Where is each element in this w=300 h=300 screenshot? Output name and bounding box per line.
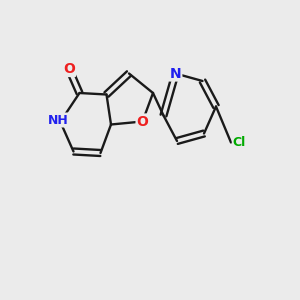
- Text: O: O: [63, 62, 75, 76]
- Text: NH: NH: [48, 113, 69, 127]
- Text: O: O: [136, 115, 148, 128]
- Text: Cl: Cl: [233, 136, 246, 149]
- Text: N: N: [170, 67, 181, 80]
